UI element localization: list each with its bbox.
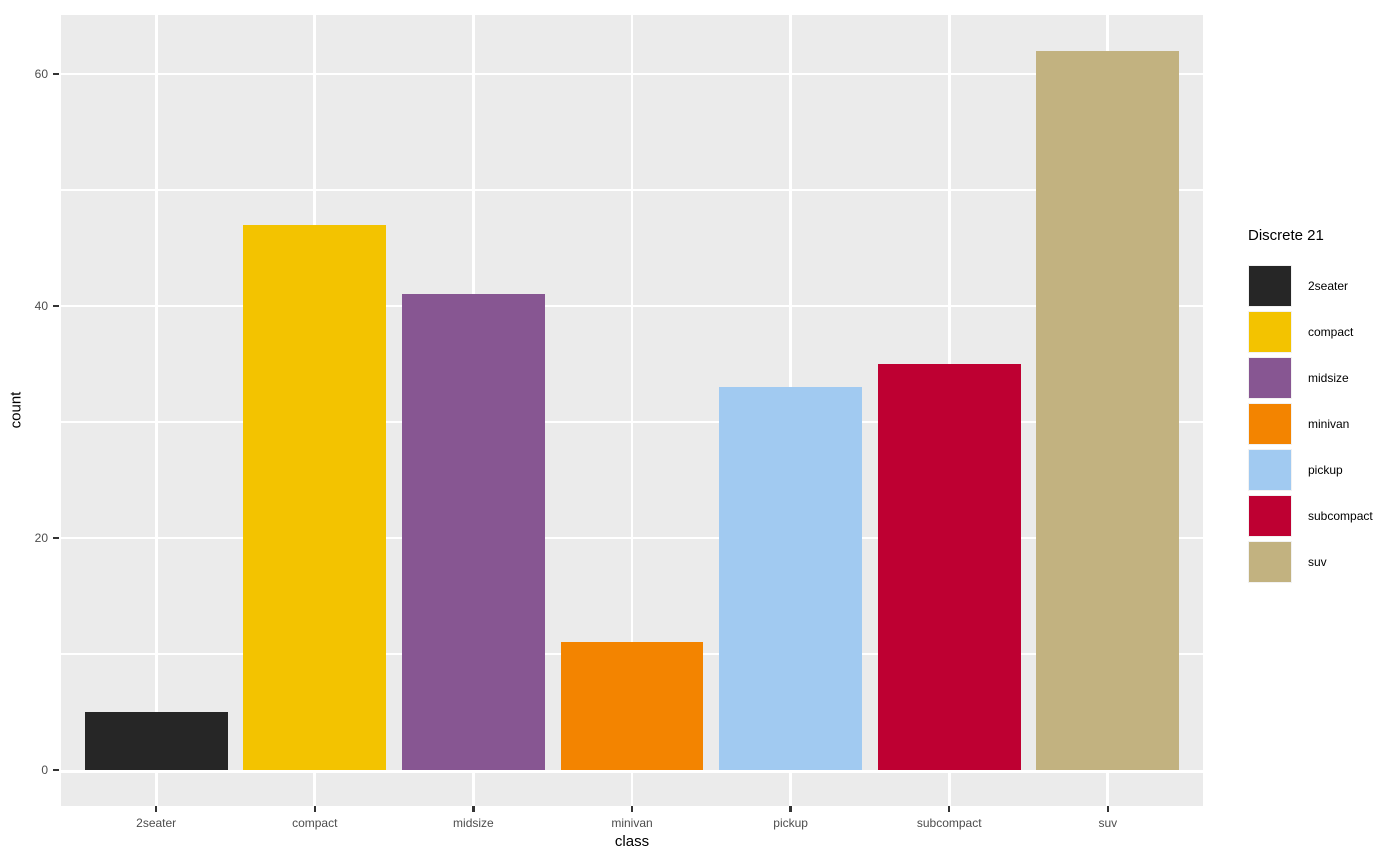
x-tick-mark-midsize bbox=[472, 806, 475, 812]
legend-swatch-2seater bbox=[1249, 266, 1291, 306]
legend-label-minivan: minivan bbox=[1308, 417, 1350, 431]
legend-key-minivan bbox=[1248, 403, 1292, 445]
x-tick-mark-subcompact bbox=[947, 806, 951, 812]
legend-key-2seater bbox=[1248, 265, 1292, 307]
x-tick-mark-compact bbox=[313, 806, 317, 812]
x-tick-label-pickup: pickup bbox=[773, 816, 808, 830]
bar-pickup bbox=[719, 387, 862, 770]
x-tick-label-2seater: 2seater bbox=[136, 816, 177, 830]
legend-swatch-suv bbox=[1249, 542, 1291, 582]
gridline-y-major-60 bbox=[61, 72, 1203, 76]
legend-label-pickup: pickup bbox=[1308, 463, 1343, 477]
gridline-y-major-20 bbox=[61, 536, 1203, 540]
legend-key-midsize bbox=[1248, 357, 1292, 399]
legend-item-subcompact: subcompact bbox=[1248, 495, 1373, 537]
bar-midsize bbox=[402, 294, 545, 770]
y-tick-mark-0 bbox=[53, 768, 59, 772]
x-tick-mark-pickup bbox=[789, 806, 792, 812]
y-tick-mark-20 bbox=[53, 536, 59, 540]
legend-swatch-pickup bbox=[1249, 450, 1291, 490]
x-tick-mark-2seater bbox=[154, 806, 158, 812]
gridline-x-2seater bbox=[154, 15, 158, 806]
legend-label-subcompact: subcompact bbox=[1308, 509, 1373, 523]
legend-key-pickup bbox=[1248, 449, 1292, 491]
legend-swatch-midsize bbox=[1249, 358, 1291, 398]
bar-suv bbox=[1036, 50, 1180, 770]
x-tick-label-suv: suv bbox=[1098, 816, 1118, 830]
y-tick-mark-60 bbox=[53, 72, 59, 76]
x-tick-label-minivan: minivan bbox=[611, 816, 653, 830]
gridline-y-major-0 bbox=[61, 770, 1203, 773]
legend-key-compact bbox=[1248, 311, 1292, 353]
gridline-y-minor-50 bbox=[61, 189, 1203, 191]
legend-item-minivan: minivan bbox=[1248, 403, 1373, 445]
y-tick-label-60: 60 bbox=[34, 67, 48, 81]
bar-compact bbox=[243, 224, 387, 770]
legend-label-midsize: midsize bbox=[1308, 371, 1349, 385]
x-tick-mark-minivan bbox=[630, 806, 634, 812]
legend-item-suv: suv bbox=[1248, 541, 1373, 583]
plot-panel bbox=[61, 15, 1203, 806]
gridline-y-major-40 bbox=[61, 304, 1203, 308]
bar-subcompact bbox=[877, 364, 1021, 770]
legend-items: 2seater compact midsize minivan pickup subcom… bbox=[1248, 265, 1373, 583]
x-tick-label-compact: compact bbox=[292, 816, 338, 830]
legend-title: Discrete 21 bbox=[1248, 227, 1324, 244]
legend-label-compact: compact bbox=[1308, 325, 1354, 339]
gridline-x-minivan bbox=[630, 15, 634, 806]
legend-item-2seater: 2seater bbox=[1248, 265, 1373, 307]
bar-minivan bbox=[560, 642, 704, 770]
y-tick-label-20: 20 bbox=[34, 531, 48, 545]
legend: Discrete 21 2seater compact midsize minivan… bbox=[1248, 227, 1373, 587]
x-tick-label-midsize: midsize bbox=[453, 816, 494, 830]
x-tick-label-subcompact: subcompact bbox=[916, 816, 982, 830]
legend-swatch-minivan bbox=[1249, 404, 1291, 444]
y-tick-label-0: 0 bbox=[41, 763, 48, 777]
x-axis-title: class bbox=[614, 833, 650, 850]
y-axis-title: count bbox=[7, 391, 25, 429]
legend-item-midsize: midsize bbox=[1248, 357, 1373, 399]
legend-label-suv: suv bbox=[1308, 555, 1327, 569]
y-tick-label-40: 40 bbox=[34, 299, 48, 313]
x-tick-mark-suv bbox=[1106, 806, 1110, 812]
legend-swatch-compact bbox=[1249, 312, 1291, 352]
legend-key-suv bbox=[1248, 541, 1292, 583]
gridline-y-minor-30 bbox=[61, 421, 1203, 423]
bar-2seater bbox=[84, 712, 228, 770]
legend-label-2seater: 2seater bbox=[1308, 279, 1349, 293]
legend-swatch-subcompact bbox=[1249, 496, 1291, 536]
legend-key-subcompact bbox=[1248, 495, 1292, 537]
legend-item-pickup: pickup bbox=[1248, 449, 1373, 491]
y-tick-mark-40 bbox=[53, 304, 59, 308]
legend-item-compact: compact bbox=[1248, 311, 1373, 353]
